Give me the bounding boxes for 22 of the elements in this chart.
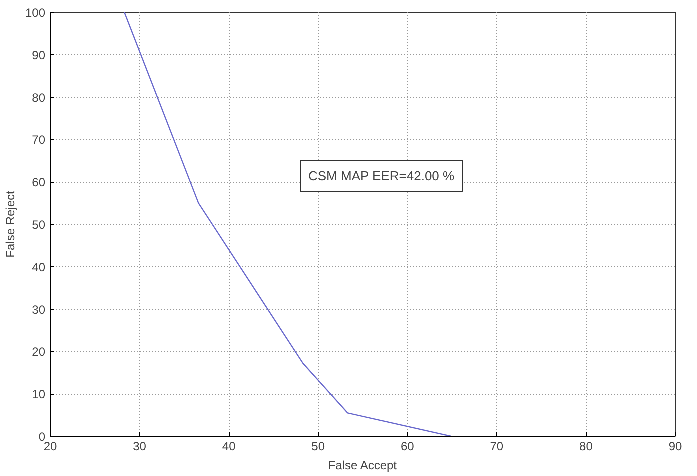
y-tick-label: 10 [32,388,46,402]
x-tick-label: 70 [490,440,504,454]
y-tick-label: 80 [32,90,46,105]
y-tick-label: 40 [32,260,46,274]
x-tick-label: 90 [668,440,682,454]
y-tick-label: 60 [32,176,46,190]
y-tick-label: 20 [32,345,46,360]
y-axis-title: False Reject [3,190,18,258]
x-tick-label: 30 [133,440,147,454]
y-tick-label: 90 [32,48,46,62]
y-tick-label: 100 [25,6,46,20]
x-tick-label: 50 [312,440,326,454]
x-tick-label: 40 [222,440,236,454]
x-tick-label: 20 [44,440,58,454]
y-tick-label: 70 [32,133,46,148]
y-tick-label: 30 [32,302,46,317]
x-tick-label: 60 [400,440,415,454]
y-tick-label: 0 [38,430,46,444]
y-tick-label: 50 [32,218,46,232]
x-axis-title: False Accept [328,458,398,472]
x-tick-label: 80 [580,440,594,454]
annotation: CSM MAP EER=42.00 % [308,168,456,184]
